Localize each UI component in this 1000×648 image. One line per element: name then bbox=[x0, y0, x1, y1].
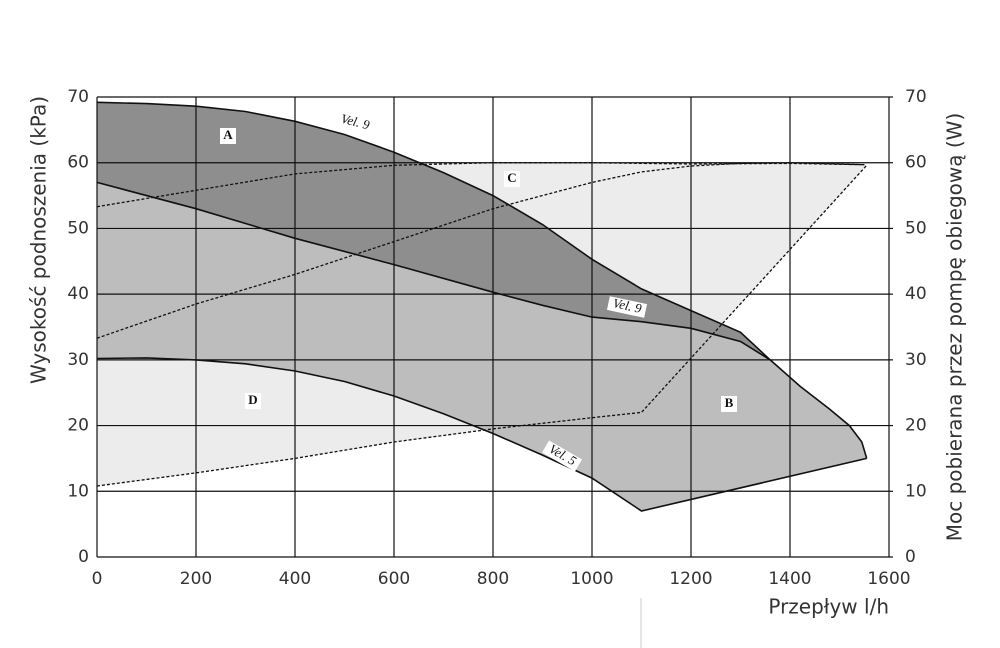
y-tick-label: 0 bbox=[78, 547, 89, 567]
curve-label-bg bbox=[542, 440, 582, 472]
region-letter-bg bbox=[504, 171, 520, 187]
curve-label-text: Vel. 9 bbox=[612, 295, 644, 316]
y2-axis-title: Moc pobierana przez pompę obiegową (W) bbox=[943, 113, 967, 542]
curve bbox=[96, 164, 868, 487]
region-letter-bg bbox=[220, 128, 236, 144]
y-tick-label: 20 bbox=[67, 416, 89, 436]
x-tick-label: 1000 bbox=[570, 569, 613, 589]
curve-label-bg bbox=[606, 296, 648, 318]
y2-tick-label: 20 bbox=[905, 416, 927, 436]
y2-tick-label: 0 bbox=[905, 547, 916, 567]
region-letter: B bbox=[725, 395, 734, 410]
regions bbox=[97, 102, 867, 511]
curve-label-bg bbox=[334, 111, 376, 135]
curve-label: Vel. 9 bbox=[334, 111, 376, 135]
y2-tick-label: 60 bbox=[905, 153, 927, 173]
curve bbox=[96, 162, 865, 339]
curve-label: Vel. 9 bbox=[606, 295, 648, 318]
y2-tick-label: 40 bbox=[905, 284, 927, 304]
region-letter-bg bbox=[721, 396, 737, 412]
x-tick-label: 1600 bbox=[867, 569, 910, 589]
y2-tick-label: 30 bbox=[905, 350, 927, 370]
curve-label-text: Vel. 9 bbox=[340, 111, 372, 133]
region-letter-bg bbox=[245, 393, 261, 409]
x-tick-label: 200 bbox=[180, 569, 212, 589]
y-tick-label: 70 bbox=[67, 87, 89, 107]
y-tick-label: 50 bbox=[67, 218, 89, 238]
y2-tick-label: 70 bbox=[905, 87, 927, 107]
curve bbox=[96, 357, 867, 512]
x-tick-label: 0 bbox=[92, 569, 103, 589]
x-axis-title: Przepływ l/h bbox=[768, 595, 889, 619]
region-a bbox=[97, 102, 771, 360]
grid: 0 200 400 600 800 1000 1200 1400 160001020304050… bbox=[67, 87, 926, 589]
curve bbox=[96, 181, 771, 361]
y2-tick-label: 10 bbox=[905, 481, 927, 501]
curve bbox=[96, 101, 868, 459]
region-letter: A bbox=[223, 127, 233, 142]
x-tick-label: 1200 bbox=[669, 569, 712, 589]
y2-tick-label: 50 bbox=[905, 218, 927, 238]
y-tick-label: 30 bbox=[67, 350, 89, 370]
x-tick-label: 400 bbox=[279, 569, 311, 589]
region-letter: C bbox=[507, 170, 516, 185]
lines bbox=[96, 101, 868, 512]
y-tick-label: 10 bbox=[67, 481, 89, 501]
region-letter: D bbox=[248, 392, 257, 407]
y-tick-label: 40 bbox=[67, 284, 89, 304]
x-tick-label: 600 bbox=[378, 569, 410, 589]
x-tick-label: 1400 bbox=[768, 569, 811, 589]
y-tick-label: 60 bbox=[67, 153, 89, 173]
y-axis-title: Wysokość podnoszenia (kPa) bbox=[27, 96, 51, 384]
region-d bbox=[97, 357, 642, 511]
x-tick-label: 800 bbox=[477, 569, 509, 589]
